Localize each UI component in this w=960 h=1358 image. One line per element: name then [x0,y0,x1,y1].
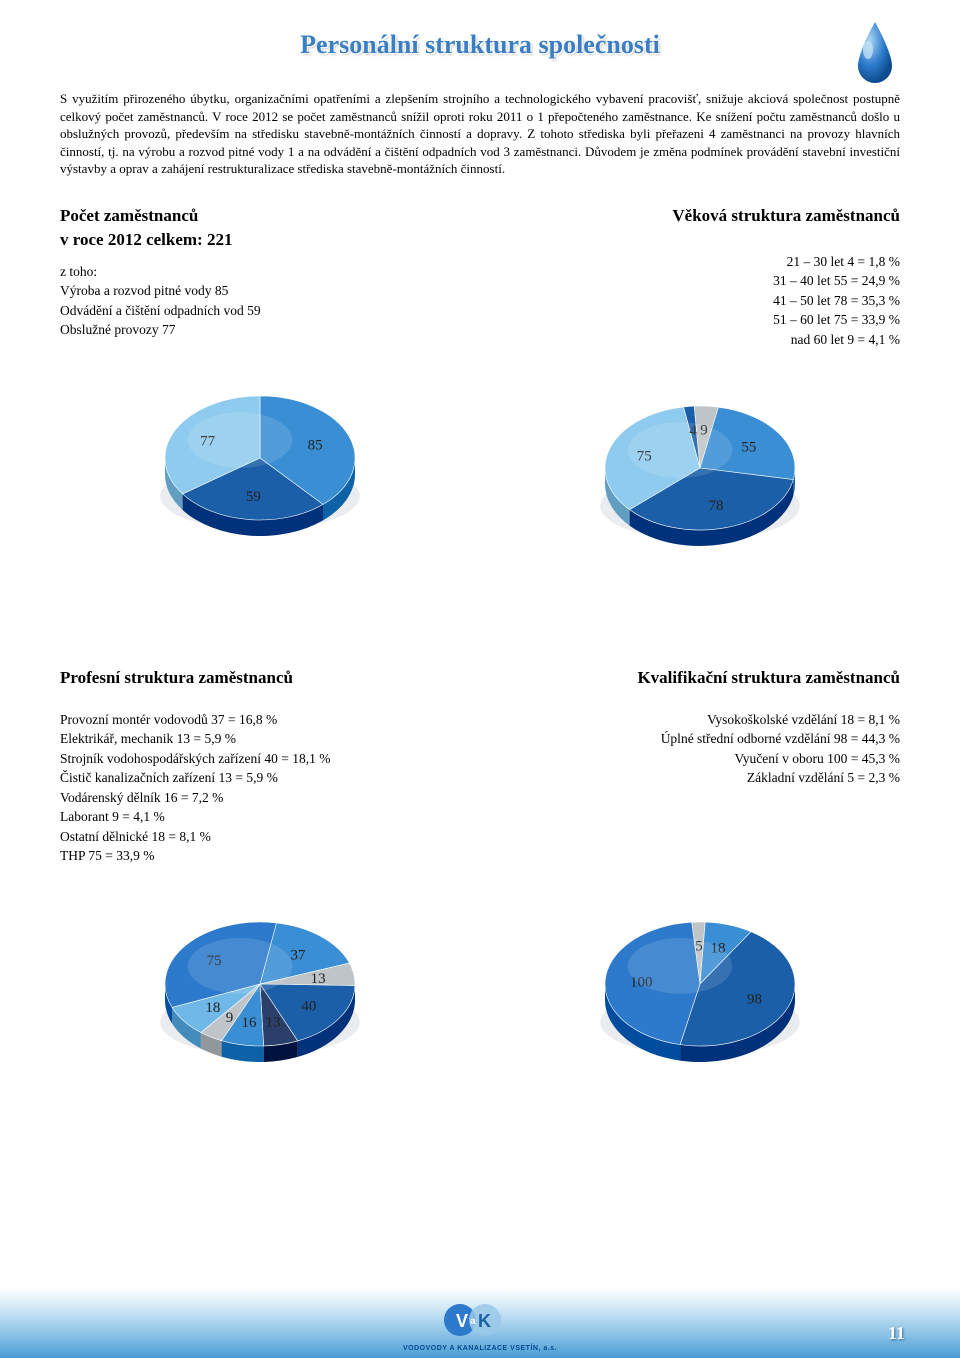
age-chart: 49557875 [500,368,900,598]
company-logo: V K a VODOVODY A KANALIZACE VSETÍN, a.s. [403,1300,557,1352]
list-item: Ostatní dělnické 18 = 8,1 % [60,827,460,847]
svg-text:78: 78 [708,498,723,514]
employees-chart: 855977 [60,358,460,588]
svg-text:55: 55 [741,439,756,455]
profession-list: Provozní montér vodovodů 37 = 16,8 % Ele… [60,710,460,867]
list-item: Elektrikář, mechanik 13 = 5,9 % [60,729,460,749]
list-item: Provozní montér vodovodů 37 = 16,8 % [60,710,460,730]
svg-text:59: 59 [246,489,261,505]
svg-text:18: 18 [205,1000,220,1016]
svg-text:98: 98 [747,991,762,1007]
list-item: 31 – 40 let 55 = 24,9 % [500,271,900,291]
svg-text:40: 40 [301,999,316,1015]
list-item: Základní vzdělání 5 = 2,3 % [500,768,900,788]
list-item: THP 75 = 33,9 % [60,846,460,866]
list-item: 51 – 60 let 75 = 33,9 % [500,310,900,330]
svg-text:13: 13 [311,971,326,987]
svg-text:85: 85 [308,437,323,453]
page-title: Personální struktura společnosti [60,30,900,60]
qualification-title: Kvalifikační struktura zaměstnanců [500,668,900,688]
list-item: 21 – 30 let 4 = 1,8 % [500,252,900,272]
list-item: 41 – 50 let 78 = 35,3 % [500,291,900,311]
qualification-list: Vysokoškolské vzdělání 18 = 8,1 % Úplné … [500,710,900,788]
list-item: Obslužné provozy 77 [60,320,460,340]
svg-text:37: 37 [290,948,306,964]
employees-title: Počet zaměstnanců [60,206,460,226]
list-item: Vyučení v oboru 100 = 45,3 % [500,749,900,769]
employees-list: z toho: Výroba a rozvod pitné vody 85 Od… [60,262,460,340]
employees-subtitle: v roce 2012 celkem: 221 [60,230,460,250]
list-item: Vodárenský dělník 16 = 7,2 % [60,788,460,808]
list-item: Strojník vodohospodářských zařízení 40 =… [60,749,460,769]
svg-text:16: 16 [241,1015,256,1031]
list-item: nad 60 let 9 = 4,1 % [500,330,900,350]
svg-text:K: K [478,1311,491,1331]
list-item: Laborant 9 = 4,1 % [60,807,460,827]
list-item: Výroba a rozvod pitné vody 85 [60,281,460,301]
employees-sublabel: z toho: [60,262,460,282]
logo-text: VODOVODY A KANALIZACE VSETÍN, a.s. [403,1345,557,1352]
age-list: 21 – 30 let 4 = 1,8 % 31 – 40 let 55 = 2… [500,252,900,350]
svg-text:13: 13 [266,1015,281,1031]
age-title: Věková struktura zaměstnanců [500,206,900,226]
profession-chart: 371340131691875 [60,884,460,1114]
list-item: Úplné střední odborné vzdělání 98 = 44,3… [500,729,900,749]
svg-text:V: V [456,1311,468,1331]
intro-paragraph: S využitím přirozeného úbytku, organizač… [60,90,900,178]
svg-text:9: 9 [226,1010,234,1026]
list-item: Odvádění a čištění odpadních vod 59 [60,301,460,321]
list-item: Vysokoškolské vzdělání 18 = 8,1 % [500,710,900,730]
svg-text:a: a [470,1316,476,1327]
footer-band: V K a VODOVODY A KANALIZACE VSETÍN, a.s.… [0,1288,960,1358]
profession-title: Profesní struktura zaměstnanců [60,668,460,688]
page-number: 11 [888,1323,905,1344]
qualification-chart: 51898100 [500,884,900,1114]
list-item: Čistič kanalizačních zařízení 13 = 5,9 % [60,768,460,788]
